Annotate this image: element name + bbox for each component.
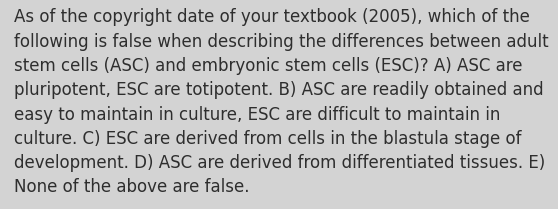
Text: As of the copyright date of your textbook (2005), which of the
following is fals: As of the copyright date of your textboo… <box>14 8 549 196</box>
